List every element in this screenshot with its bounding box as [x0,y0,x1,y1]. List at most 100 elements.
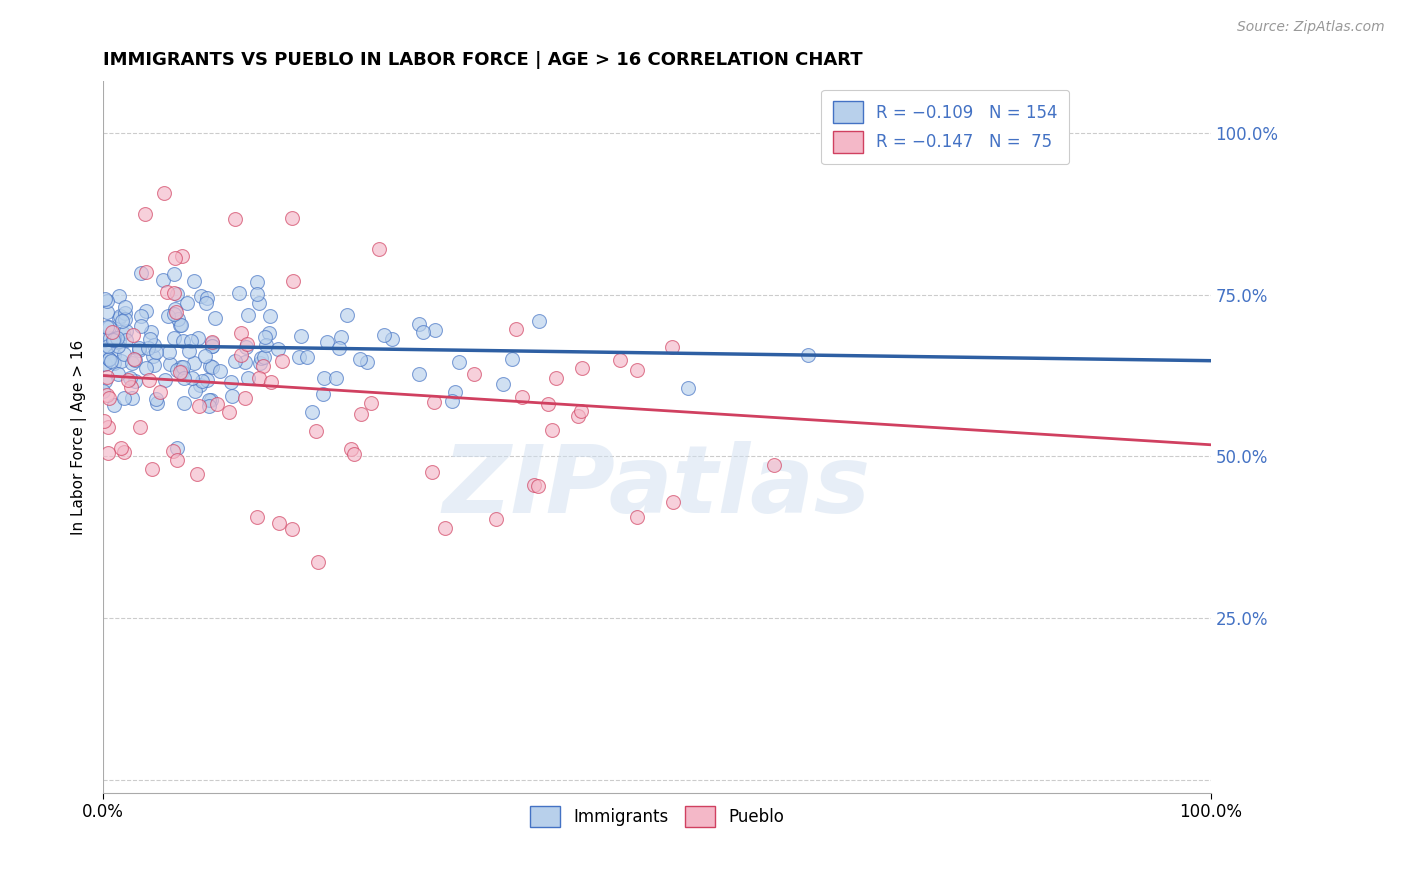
Point [762,458,785,472]
Point [259,309,281,323]
Text: Source: ZipAtlas.com: Source: ZipAtlas.com [1237,20,1385,34]
Point [134,265,156,279]
Point [138,332,160,346]
Point [172,250,194,264]
Point [105,331,128,345]
Point [250,351,273,366]
Point [121,356,143,370]
Point [110,354,132,368]
Point [108,310,131,324]
Text: ZIPatlas: ZIPatlas [443,441,870,533]
Point [492,376,515,391]
Point [97,339,120,353]
Point [200,339,222,353]
Point [163,267,186,281]
Point [107,367,129,381]
Point [231,326,253,341]
Point [271,353,294,368]
Point [96,293,118,308]
Point [569,404,592,418]
Point [91,384,114,398]
Point [340,442,363,456]
Point [135,304,157,318]
Point [233,391,256,405]
Point [505,322,527,336]
Point [114,305,136,319]
Point [373,328,395,343]
Point [166,453,188,467]
Point [523,478,546,492]
Point [281,522,304,536]
Point [129,266,152,280]
Point [114,324,136,338]
Point [440,394,463,409]
Point [112,347,135,361]
Point [108,334,131,348]
Point [96,305,118,319]
Point [162,330,184,344]
Point [201,334,224,349]
Point [121,328,143,343]
Point [124,352,146,367]
Point [184,384,207,399]
Point [209,364,232,378]
Point [247,296,270,310]
Point [423,395,446,409]
Point [96,319,118,334]
Point [260,375,283,389]
Point [501,352,523,367]
Point [101,325,124,339]
Point [433,520,456,534]
Point [367,242,389,256]
Point [108,289,131,303]
Point [93,414,115,428]
Point [238,371,260,385]
Point [253,329,276,343]
Point [103,348,125,362]
Point [360,396,382,410]
Point [170,365,193,379]
Point [236,308,259,322]
Point [224,354,246,368]
Point [149,385,172,400]
Point [609,352,631,367]
Point [349,351,371,366]
Point [145,396,167,410]
Point [165,301,187,316]
Point [229,348,252,362]
Point [163,285,186,300]
Point [235,340,257,354]
Point [198,392,221,407]
Point [108,311,131,326]
Point [152,273,174,287]
Point [195,373,218,387]
Point [281,274,304,288]
Text: IMMIGRANTS VS PUEBLO IN LABOR FORCE | AGE > 16 CORRELATION CHART: IMMIGRANTS VS PUEBLO IN LABOR FORCE | AG… [103,51,863,69]
Point [252,359,274,373]
Point [527,313,550,327]
Point [134,207,156,221]
Point [412,325,434,339]
Point [170,360,193,375]
Point [117,373,139,387]
Point [103,333,125,347]
Point [142,358,165,372]
Point [186,467,208,481]
Point [567,409,589,423]
Point [267,342,290,356]
Point [423,324,446,338]
Point [145,345,167,359]
Point [98,352,121,367]
Point [188,400,211,414]
Point [463,367,485,381]
Point [201,336,224,351]
Point [98,319,121,334]
Point [343,447,366,461]
Point [142,338,165,352]
Point [224,212,246,227]
Point [325,370,347,384]
Point [246,509,269,524]
Point [546,371,568,385]
Point [307,555,329,569]
Point [114,311,136,326]
